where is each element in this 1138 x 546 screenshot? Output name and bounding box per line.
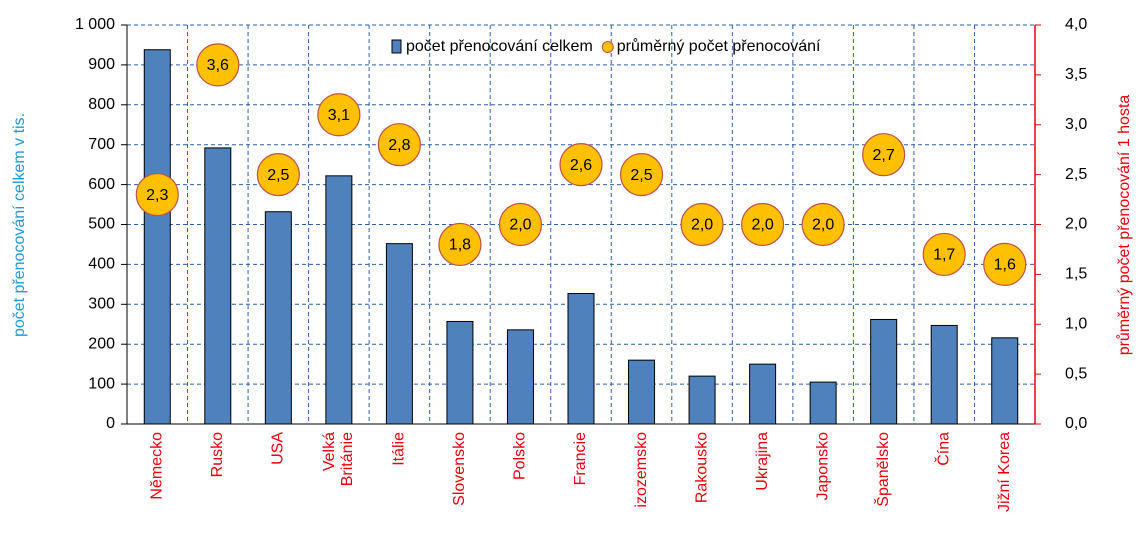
- y-tick-label: 500: [88, 216, 115, 233]
- data-label: 2,8: [388, 137, 410, 154]
- data-label: 2,0: [751, 217, 773, 234]
- marker: [983, 242, 1027, 286]
- marker: [377, 123, 421, 167]
- data-label: 2,5: [630, 167, 652, 184]
- y-tick-label: 400: [88, 256, 115, 273]
- marker: [317, 93, 361, 137]
- bar: [325, 175, 353, 425]
- data-label: 2,0: [812, 217, 834, 234]
- y2-tick-label: 3,0: [1065, 116, 1087, 133]
- y2-tick-label: 2,0: [1065, 216, 1087, 233]
- bar: [870, 318, 898, 425]
- y-tick-label: 0: [106, 415, 115, 432]
- marker: [922, 232, 966, 277]
- data-label: 1,7: [933, 247, 955, 264]
- x-tick-label: Jižní Korea: [996, 432, 1013, 512]
- marker: [438, 222, 482, 267]
- y-tick-label: 200: [88, 335, 115, 352]
- y2-tick-label: 2,5: [1065, 166, 1087, 183]
- x-tick-label: Slovensko: [451, 432, 468, 506]
- bar: [749, 363, 777, 425]
- y2-axis-label: průměrný počet přenocování 1 hosta: [1115, 95, 1133, 356]
- bar: [991, 337, 1019, 425]
- x-tick-label: Itálie: [391, 432, 408, 466]
- bar: [204, 147, 232, 425]
- x-tick-label: Německo: [148, 432, 165, 500]
- data-label: 2,3: [146, 187, 168, 204]
- y2-tick-label: 1,5: [1065, 266, 1087, 283]
- marker: [740, 202, 785, 247]
- legend-swatch: [601, 41, 614, 53]
- legend-swatch: [391, 39, 402, 54]
- marker: [135, 172, 179, 217]
- y-axis-label: počet přenocování celkem v tis.: [11, 113, 28, 337]
- x-tick-label: Ukrajina: [754, 432, 771, 491]
- marker: [559, 143, 603, 187]
- y-tick-label: 1 000: [75, 16, 115, 33]
- x-tick-label: Španělsko: [873, 432, 892, 507]
- x-tick-label: izozemsko: [633, 432, 650, 508]
- data-label: 2,0: [691, 217, 713, 234]
- bar: [567, 293, 595, 425]
- bar: [688, 375, 716, 425]
- data-label: 2,5: [267, 167, 289, 184]
- y2-tick-label: 1,0: [1065, 315, 1087, 332]
- bar: [385, 243, 413, 425]
- data-label: 1,8: [449, 237, 471, 254]
- data-label: 2,7: [873, 147, 895, 164]
- marker: [256, 153, 300, 197]
- marker: [680, 202, 724, 247]
- data-label: 2,0: [509, 217, 531, 234]
- x-tick-label: Rusko: [209, 432, 226, 477]
- data-label: 3,6: [207, 57, 229, 74]
- marker: [498, 202, 543, 247]
- data-label: 2,6: [570, 157, 592, 174]
- y2-tick-label: 3,5: [1065, 66, 1087, 83]
- y-tick-label: 100: [88, 375, 115, 392]
- y-tick-label: 700: [88, 136, 115, 153]
- x-tick-label: Rakousko: [693, 432, 710, 503]
- legend-label: průměrný počet přenocování: [617, 37, 821, 55]
- marker: [619, 153, 664, 197]
- legend-label: počet přenocování celkem: [406, 38, 593, 55]
- data-label: 1,6: [994, 257, 1016, 274]
- y2-tick-label: 0,5: [1065, 365, 1087, 382]
- marker: [196, 43, 240, 87]
- bar: [506, 329, 534, 425]
- x-tick-label: VelkáBritánie: [321, 432, 356, 486]
- bar: [930, 324, 958, 425]
- bar: [809, 381, 837, 425]
- x-tick-label: Polsko: [512, 432, 529, 480]
- x-tick-label: Japonsko: [814, 432, 831, 501]
- bar: [628, 359, 656, 425]
- bar: [446, 320, 474, 425]
- y-tick-label: 600: [88, 176, 115, 193]
- x-tick-label: Čína: [933, 432, 952, 466]
- x-tick-label: USA: [270, 432, 287, 465]
- y-tick-label: 900: [88, 56, 115, 73]
- y2-tick-label: 0,0: [1065, 415, 1087, 432]
- bar: [143, 49, 171, 425]
- y2-tick-label: 4,0: [1065, 16, 1087, 33]
- y-tick-label: 800: [88, 96, 115, 113]
- y-tick-label: 300: [88, 296, 115, 313]
- bar: [264, 211, 292, 425]
- marker: [801, 202, 845, 247]
- marker: [862, 133, 906, 177]
- x-tick-label: Francie: [572, 432, 589, 485]
- data-label: 3,1: [328, 107, 350, 124]
